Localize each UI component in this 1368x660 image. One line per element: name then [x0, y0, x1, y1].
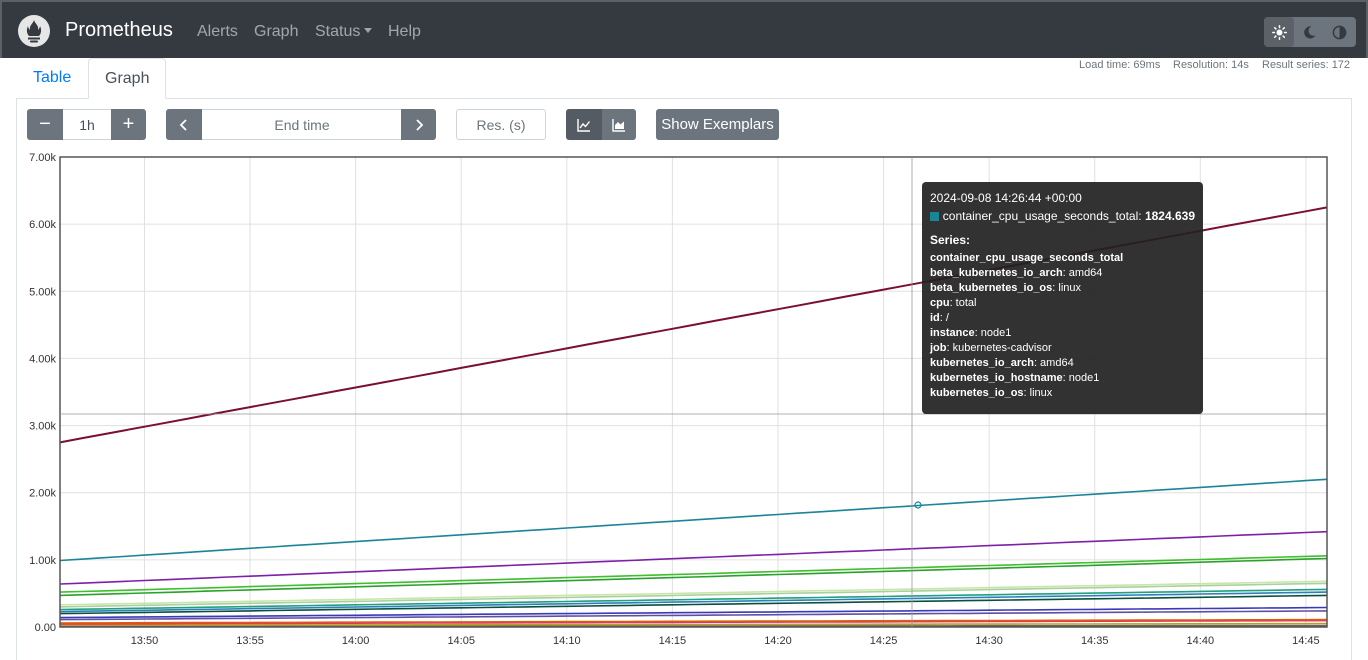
end-time-input[interactable]: End time [202, 109, 402, 140]
tooltip-label-key: kubernetes_io_arch [930, 357, 1034, 369]
theme-toggle-group [1264, 17, 1356, 47]
tooltip-label-row: kubernetes_io_os: linux [930, 386, 1195, 401]
tooltip-label-value: : / [939, 312, 949, 324]
tooltip-label-key: kubernetes_io_hostname [930, 372, 1063, 384]
resolution-stat: Resolution: 14s [1173, 59, 1249, 71]
area-chart-icon [612, 118, 625, 132]
tooltip-label-key: cpu [930, 297, 950, 309]
tooltip-value: 1824.639 [1144, 209, 1195, 223]
increase-range-button[interactable]: + [111, 109, 146, 140]
tooltip-label-value: : kubernetes-cadvisor [946, 342, 1052, 354]
tooltip-label-row: beta_kubernetes_io_arch: amd64 [930, 266, 1195, 281]
tab-graph[interactable]: Graph [88, 58, 166, 99]
panel-tabs: Table Graph [16, 58, 1352, 99]
chevron-left-icon [179, 118, 187, 131]
line-chart-icon [577, 118, 591, 132]
tooltip-label-value: : node1 [1062, 372, 1100, 384]
tooltip-metric-name: container_cpu_usage_seconds_total: [942, 209, 1142, 223]
show-exemplars-button[interactable]: Show Exemplars [656, 109, 779, 140]
line-chart-button[interactable] [566, 109, 602, 140]
tooltip-label-value: : amd64 [1062, 267, 1103, 279]
tooltip-label-row: kubernetes_io_hostname: node1 [930, 371, 1195, 386]
tooltip-label-key: job [930, 342, 947, 354]
tooltip-time: 2024-09-08 14:26:44 +00:00 [930, 191, 1082, 205]
series-color-swatch [930, 212, 939, 221]
next-time-button[interactable] [401, 109, 436, 140]
auto-theme-button[interactable] [1324, 17, 1354, 47]
minus-icon: − [39, 113, 51, 135]
tooltip-label-value: : amd64 [1033, 357, 1074, 369]
load-time-stat: Load time: 69ms [1079, 59, 1161, 71]
tooltip-label-key: id [930, 312, 940, 324]
tooltip-label-row: beta_kubernetes_io_os: linux [930, 281, 1195, 296]
nav-status-label: Status [315, 23, 361, 40]
tab-table[interactable]: Table [33, 69, 72, 86]
tooltip-label-value: : linux [1052, 282, 1082, 294]
tooltip-series-name: container_cpu_usage_seconds_total [930, 252, 1124, 264]
plus-icon: + [122, 113, 135, 135]
tooltip-label-row: cpu: total [930, 296, 1195, 311]
contrast-icon [1332, 25, 1346, 39]
tooltip-label-value: : node1 [974, 327, 1012, 339]
tooltip-label-key: instance [930, 327, 975, 339]
moon-icon [1303, 25, 1316, 38]
light-theme-button[interactable] [1264, 17, 1294, 47]
tooltip-series-heading: Series: [930, 233, 971, 247]
decrease-range-button[interactable]: − [27, 109, 63, 140]
dark-theme-button[interactable] [1294, 17, 1324, 47]
tooltip-label-row: id: / [930, 311, 1195, 326]
series-tooltip: 2024-09-08 14:26:44 +00:00 container_cpu… [922, 182, 1203, 414]
nav-help[interactable]: Help [388, 23, 421, 40]
tooltip-label-value: : total [949, 297, 977, 309]
nav-status[interactable]: Status [315, 23, 373, 41]
graph-panel [16, 98, 1352, 660]
top-navbar: Prometheus Alerts Graph Status Help [0, 0, 1368, 58]
tooltip-label-key: beta_kubernetes_io_os [930, 282, 1053, 294]
result-series-stat: Result series: 172 [1262, 59, 1351, 71]
chevron-right-icon [415, 118, 423, 131]
chevron-down-icon [364, 28, 373, 33]
tooltip-metric: container_cpu_usage_seconds_total: 1824.… [930, 209, 1195, 224]
tooltip-label-key: kubernetes_io_os [930, 387, 1024, 399]
nav-graph[interactable]: Graph [254, 23, 299, 40]
range-input[interactable]: 1h [63, 109, 111, 140]
tooltip-label-row: job: kubernetes-cadvisor [930, 341, 1195, 356]
prometheus-logo-icon[interactable] [18, 15, 50, 47]
tooltip-label-row: instance: node1 [930, 326, 1195, 341]
tooltip-label-value: : linux [1023, 387, 1053, 399]
stacked-chart-button[interactable] [602, 109, 636, 140]
resolution-input[interactable]: Res. (s) [456, 109, 546, 140]
previous-time-button[interactable] [166, 109, 202, 140]
sun-icon [1271, 24, 1287, 40]
tooltip-labels: beta_kubernetes_io_arch: amd64 beta_kuber… [930, 266, 1195, 401]
brand-title[interactable]: Prometheus [65, 19, 173, 41]
nav-alerts[interactable]: Alerts [197, 23, 238, 40]
tooltip-label-row: kubernetes_io_arch: amd64 [930, 356, 1195, 371]
tooltip-label-key: beta_kubernetes_io_arch [930, 267, 1063, 279]
